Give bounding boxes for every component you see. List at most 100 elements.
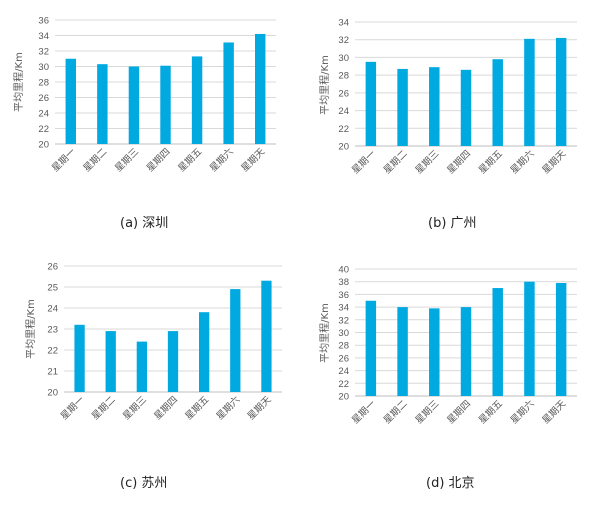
bar-星期天	[555, 282, 567, 396]
y-axis-label: 平均里程/Km	[13, 52, 25, 112]
y-tick-label: 36	[338, 290, 349, 301]
y-tick-label: 22	[338, 379, 349, 390]
bar-星期三	[429, 308, 440, 396]
x-category-label: 星期二	[382, 148, 410, 176]
y-tick-label: 34	[338, 303, 349, 314]
caption-c: (c) 苏州	[120, 476, 168, 491]
y-tick-label: 32	[338, 315, 349, 326]
x-category-label: 星期四	[445, 148, 473, 176]
bar-星期六	[230, 289, 241, 392]
x-category-label: 星期五	[477, 148, 505, 176]
x-category-label: 星期五	[176, 146, 204, 174]
x-category-label: 星期天	[239, 146, 267, 174]
x-category-label: 星期一	[59, 394, 87, 422]
chart-panel-c: 20 21 22 23 24 25 26 星期一 星期二 星期三 星期四 星期五 星期六 星期天 平均里程/…	[0, 255, 300, 515]
y-tick-label: 24	[47, 304, 58, 315]
bar-星期四	[460, 307, 472, 396]
bar-星期天	[555, 37, 567, 146]
bar-星期二	[105, 331, 116, 392]
bar-星期五	[492, 288, 503, 396]
y-tick-label: 22	[38, 124, 49, 135]
caption-a: (a) 深圳	[120, 216, 169, 231]
x-category-label: 星期三	[413, 398, 441, 426]
y-tick-label: 20	[38, 140, 49, 151]
y-tick-label: 24	[38, 109, 49, 120]
y-tick-label: 24	[338, 106, 349, 117]
y-tick-label: 34	[338, 18, 349, 29]
bar-星期五	[191, 56, 203, 144]
x-category-label: 星期四	[152, 394, 180, 422]
y-axis-label: 平均里程/Km	[319, 55, 331, 115]
y-tick-label: 23	[47, 325, 58, 336]
y-tick-label: 25	[47, 283, 58, 294]
y-tick-label: 20	[338, 392, 349, 403]
x-category-label: 星期六	[508, 397, 537, 426]
bar-星期三	[429, 67, 440, 146]
x-category-label: 星期天	[540, 398, 568, 426]
y-axis-label: 平均里程/Km	[319, 303, 331, 363]
y-tick-label: 30	[338, 328, 349, 339]
x-category-label: 星期三	[413, 148, 441, 176]
bar-星期三	[136, 341, 147, 392]
y-tick-label: 26	[338, 88, 349, 99]
y-tick-label: 26	[38, 93, 49, 104]
bar-星期二	[97, 64, 108, 144]
y-tick-label: 30	[338, 53, 349, 64]
bar-星期六	[223, 42, 234, 144]
x-category-label: 星期一	[350, 398, 378, 426]
y-tick-label: 36	[38, 16, 49, 27]
y-tick-label: 24	[338, 366, 349, 377]
x-category-label: 星期六	[214, 393, 243, 422]
x-category-label: 星期一	[350, 148, 378, 176]
chart-panel-d: 20 22 24 26 28 30 32 34 36 38 40 星期一 星期二 星期三 星期四 星期五 星期六…	[303, 255, 603, 515]
x-category-label: 星期五	[477, 398, 505, 426]
bar-星期天	[261, 280, 272, 392]
x-category-label: 星期六	[508, 147, 537, 176]
y-axis-label: 平均里程/Km	[25, 299, 37, 359]
bar-星期六	[524, 281, 535, 396]
x-category-label: 星期天	[246, 394, 274, 422]
bar-星期六	[524, 38, 535, 147]
chart-panel-b: 20 22 24 26 28 30 32 34 星期一 星期二 星期三 星期四 星期五 星期六 星期天 平均里…	[303, 0, 603, 250]
y-tick-label: 38	[338, 277, 349, 288]
y-tick-label: 32	[38, 47, 49, 58]
y-tick-label: 30	[38, 62, 49, 73]
bar-chart-guangzhou: 20 22 24 26 28 30 32 34 星期一 星期二 星期三 星期四 星期五 星期六 星期天 平均里…	[319, 18, 577, 176]
y-tick-label: 40	[338, 265, 349, 276]
bar-星期五	[199, 312, 210, 392]
bar-星期二	[397, 68, 408, 146]
bar-星期五	[492, 59, 503, 147]
y-tick-label: 20	[47, 388, 58, 399]
y-tick-label: 22	[338, 124, 349, 135]
y-tick-label: 21	[47, 367, 58, 378]
bar-星期一	[65, 58, 76, 144]
y-tick-label: 32	[338, 35, 349, 46]
bar-星期一	[74, 324, 85, 392]
x-category-label: 星期四	[445, 398, 473, 426]
bar-chart-suzhou: 20 21 22 23 24 25 26 星期一 星期二 星期三 星期四 星期五 星期六 星期天 平均里程/…	[25, 262, 282, 422]
bar-星期天	[255, 33, 266, 145]
x-category-label: 星期六	[207, 145, 236, 174]
bar-星期四	[167, 331, 179, 392]
x-category-label: 星期三	[121, 394, 149, 422]
x-category-label: 星期二	[90, 394, 118, 422]
bar-星期四	[460, 69, 472, 146]
y-tick-label: 34	[38, 31, 49, 42]
y-tick-label: 28	[338, 341, 349, 352]
y-tick-label: 26	[338, 353, 349, 364]
bar-星期一	[365, 300, 377, 396]
bar-星期四	[160, 65, 171, 144]
bar-星期二	[397, 307, 408, 396]
y-tick-label: 28	[38, 78, 49, 89]
x-category-label: 星期四	[145, 146, 173, 174]
y-tick-label: 20	[338, 142, 349, 153]
x-category-label: 星期二	[382, 398, 410, 426]
x-category-label: 星期三	[113, 146, 141, 174]
y-tick-label: 28	[338, 71, 349, 82]
y-tick-label: 22	[47, 346, 58, 357]
bar-星期一	[365, 61, 377, 146]
x-category-label: 星期二	[82, 146, 110, 174]
x-category-label: 星期一	[50, 146, 78, 174]
bar-chart-shenzhen: 20 22 24 26 28 30 32 34 36 星期一 星期二 星期三 星期四 星期五 星期六 星期天 平…	[13, 16, 276, 174]
